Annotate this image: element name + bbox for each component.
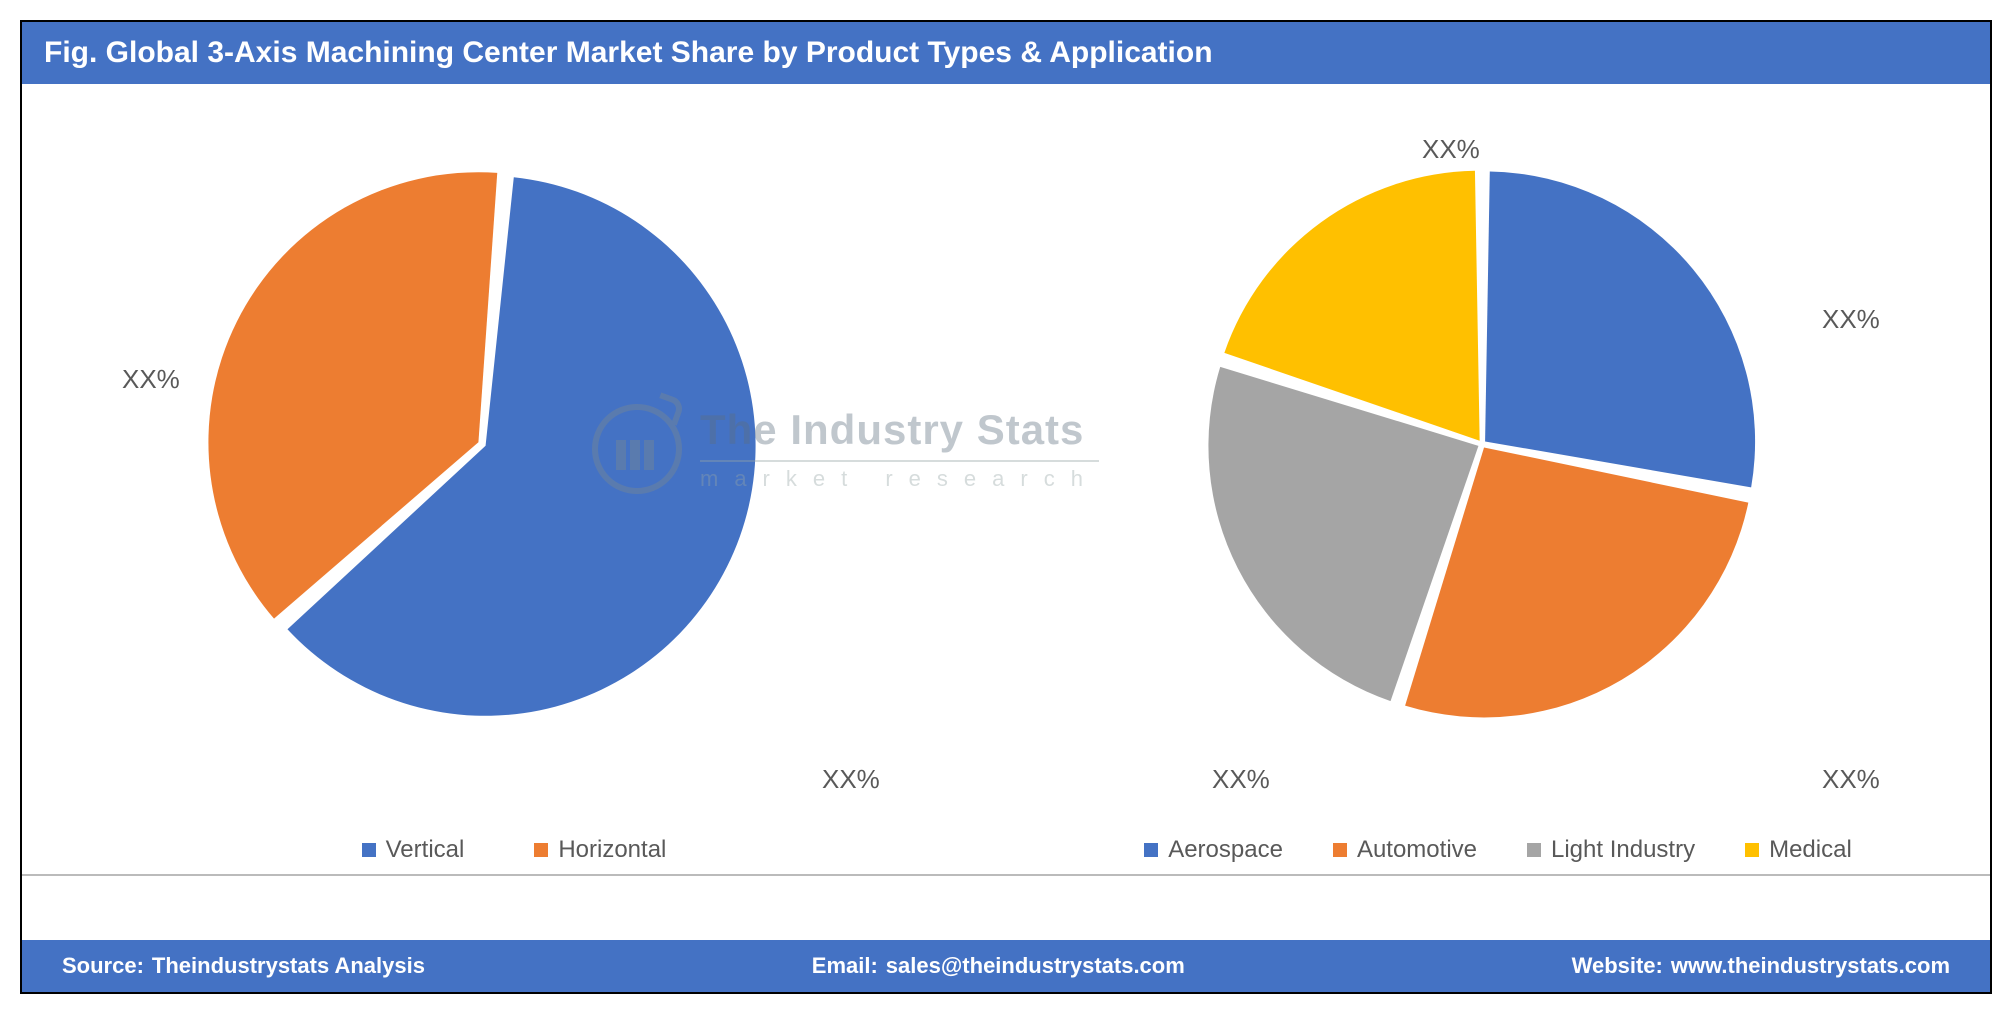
charts-area: XX%XX% The Industry Stats market researc… — [22, 84, 1990, 864]
footer-bar: Source: Theindustrystats Analysis Email:… — [22, 940, 1990, 992]
chart-frame: Fig. Global 3-Axis Machining Center Mark… — [20, 20, 1992, 994]
legend-swatch — [1144, 843, 1158, 857]
legend-item-horizontal: Horizontal — [534, 836, 666, 864]
pie-slice-aerospace — [1485, 171, 1755, 487]
slice-label-horizontal: XX% — [122, 364, 180, 395]
legend-item-medical: Medical — [1745, 836, 1852, 864]
footer-website: Website: www.theindustrystats.com — [1572, 953, 1950, 979]
footer-email-label: Email: — [812, 953, 878, 979]
footer-email-value: sales@theindustrystats.com — [886, 953, 1185, 979]
footer-source-value: Theindustrystats Analysis — [152, 953, 425, 979]
legend-label: Automotive — [1357, 836, 1477, 864]
pie-chart-application: XX%XX%XX%XX% — [1172, 134, 1792, 754]
legend-label: Light Industry — [1551, 836, 1695, 864]
legend-label: Vertical — [386, 836, 465, 864]
slice-label-automotive: XX% — [1822, 764, 1880, 795]
legend-item-light-industry: Light Industry — [1527, 836, 1695, 864]
legend-application: Aerospace Automotive Light Industry Medical — [1006, 836, 1990, 864]
slice-label-aerospace: XX% — [1822, 304, 1880, 335]
chart-title: Fig. Global 3-Axis Machining Center Mark… — [22, 22, 1990, 84]
pie-svg-right — [1172, 134, 1792, 754]
legend-swatch — [362, 843, 376, 857]
legend-item-vertical: Vertical — [362, 836, 465, 864]
legend-divider — [22, 874, 1990, 876]
pie-svg-left — [172, 134, 792, 754]
slice-label-light-industry: XX% — [1212, 764, 1270, 795]
footer-website-value: www.theindustrystats.com — [1671, 953, 1950, 979]
legend-label: Horizontal — [558, 836, 666, 864]
legend-swatch — [1333, 843, 1347, 857]
footer-source-label: Source: — [62, 953, 144, 979]
slice-label-medical: XX% — [1422, 134, 1480, 165]
legend-item-aerospace: Aerospace — [1144, 836, 1283, 864]
legend-swatch — [1745, 843, 1759, 857]
footer-website-label: Website: — [1572, 953, 1663, 979]
legend-item-automotive: Automotive — [1333, 836, 1477, 864]
footer-source: Source: Theindustrystats Analysis — [62, 953, 425, 979]
legend-label: Aerospace — [1168, 836, 1283, 864]
legend-product-types: Vertical Horizontal — [22, 836, 1006, 864]
legend-swatch — [534, 843, 548, 857]
legend-swatch — [1527, 843, 1541, 857]
slice-label-vertical: XX% — [822, 764, 880, 795]
footer-email: Email: sales@theindustrystats.com — [812, 953, 1185, 979]
pie-chart-product-types: XX%XX% — [172, 134, 792, 754]
legend-row: Vertical Horizontal Aerospace Automotive Li… — [22, 836, 1990, 864]
legend-label: Medical — [1769, 836, 1852, 864]
